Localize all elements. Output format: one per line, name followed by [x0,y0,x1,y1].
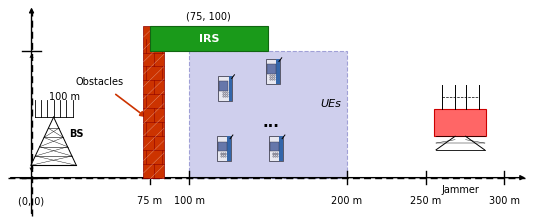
Bar [218,142,227,151]
Bar [189,51,347,178]
Bar [144,26,164,178]
Text: Obstacles: Obstacles [76,77,124,87]
Bar [219,82,228,91]
Text: BS: BS [69,129,84,139]
Bar [150,26,268,51]
Text: 100 m: 100 m [49,92,80,102]
Bar [270,142,279,151]
Bar [219,76,233,101]
Bar [227,136,231,161]
Bar [229,76,233,101]
Bar [266,59,280,84]
Text: (75, 100): (75, 100) [185,12,230,22]
Text: 300 m: 300 m [489,196,520,206]
Text: 250 m: 250 m [410,196,441,206]
Bar [434,109,486,136]
Bar [217,136,231,161]
Text: ...: ... [263,114,280,129]
Bar [279,136,283,161]
Text: (0, 0): (0, 0) [18,196,44,206]
Text: 100 m: 100 m [174,196,205,206]
Bar [269,136,283,161]
Text: Jammer: Jammer [441,185,479,195]
Bar [266,65,276,74]
Text: 200 m: 200 m [331,196,362,206]
Text: UEs: UEs [320,99,341,108]
Text: 75 m: 75 m [137,196,162,206]
Bar [276,59,280,84]
Text: IRS: IRS [199,34,219,44]
